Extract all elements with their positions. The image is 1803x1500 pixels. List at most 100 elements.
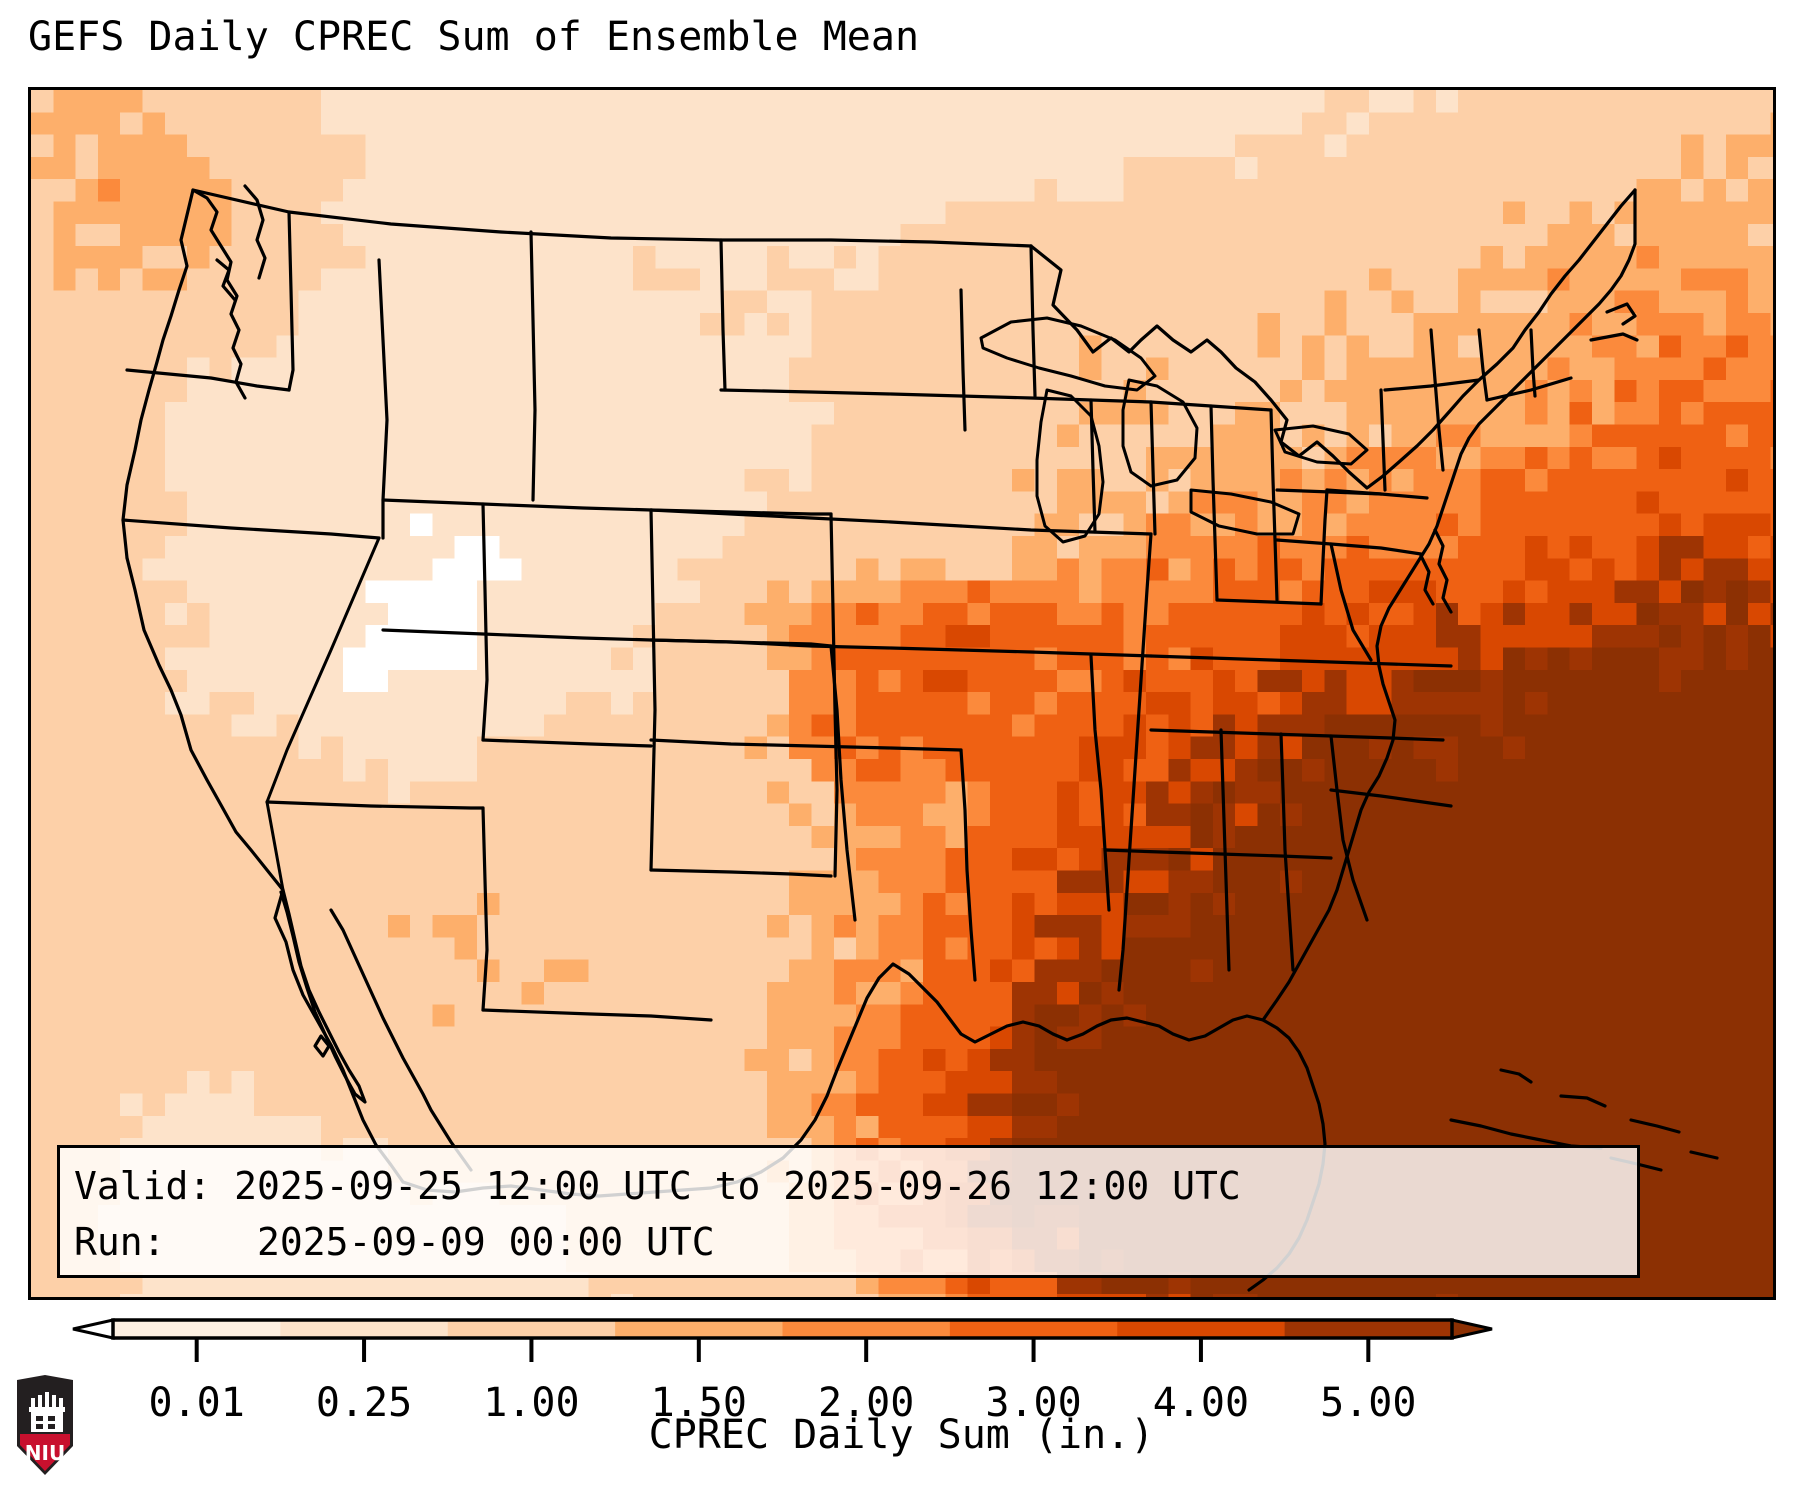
precipitation-heatmap <box>31 90 1773 1297</box>
geo-boundary <box>1429 328 1445 472</box>
geo-boundary <box>1279 732 1295 972</box>
geo-boundary <box>1319 488 1329 606</box>
geo-boundary <box>1269 408 1279 602</box>
colorbar-svg: 0.01 0.25 1.00 1.50 2.00 3.00 4.00 5.00 <box>72 1318 1493 1426</box>
geo-boundary <box>1149 728 1445 742</box>
colorbar-band <box>1284 1320 1453 1338</box>
geo-boundary <box>1117 532 1153 992</box>
geo-boundary <box>377 258 389 540</box>
geo-boundary <box>121 518 381 540</box>
geo-boundary <box>381 498 653 512</box>
colorbar-tick-label: 1.50 <box>651 1380 747 1426</box>
geo-boundary <box>829 512 839 878</box>
geo-boundary <box>1029 188 1637 490</box>
geo-boundary <box>329 908 473 1172</box>
colorbar-tick-label: 2.00 <box>818 1380 914 1426</box>
colorbar-tick-label: 1.00 <box>483 1380 579 1426</box>
geo-boundary <box>191 188 1033 248</box>
colorbar-tick-label: 0.01 <box>149 1380 245 1426</box>
geo-boundary <box>829 644 857 922</box>
geo-boundary <box>1629 1118 1681 1134</box>
geo-boundary <box>1559 1094 1607 1108</box>
geo-boundary <box>313 1034 331 1058</box>
geo-boundary <box>191 188 247 400</box>
colorbar-axis-label: CPREC Daily Sum (in.) <box>648 1412 1155 1458</box>
geo-boundary <box>215 258 237 302</box>
geo-boundary <box>719 238 727 392</box>
geo-boundary <box>959 394 1153 404</box>
geo-boundary <box>1605 302 1637 326</box>
geo-boundary <box>1275 538 1423 556</box>
geo-boundary <box>649 508 657 872</box>
geo-boundary <box>481 1008 713 1022</box>
geo-boundary <box>1209 404 1219 602</box>
geo-boundary <box>1103 848 1333 860</box>
geo-boundary <box>265 536 381 892</box>
colorbar-band <box>949 1320 1118 1338</box>
geo-boundary <box>649 738 963 752</box>
colorbar-band <box>1117 1320 1286 1338</box>
geo-boundary <box>1589 332 1639 342</box>
geo-boundary <box>125 368 291 392</box>
colorbar-tick-label: 5.00 <box>1320 1380 1416 1426</box>
geo-boundary <box>959 648 1153 658</box>
geo-boundary <box>243 184 267 280</box>
geo-boundary <box>265 800 485 810</box>
geo-boundary <box>649 868 833 878</box>
colorbar-band <box>782 1320 951 1338</box>
geo-boundary <box>481 806 489 1012</box>
map-frame <box>28 87 1776 1300</box>
geo-boundary <box>1329 542 1373 662</box>
geo-boundary <box>959 748 977 982</box>
geo-boundary <box>1529 328 1537 398</box>
geo-boundary <box>287 210 295 392</box>
geo-boundary <box>719 388 963 398</box>
geo-boundary <box>959 288 967 432</box>
geo-boundary <box>1485 376 1573 402</box>
geo-boundary <box>1035 388 1105 544</box>
colorbar-tick-label: 4.00 <box>1153 1380 1249 1426</box>
geo-boundary <box>1219 728 1231 972</box>
geo-boundary <box>1383 378 1481 392</box>
geo-boundary <box>481 502 489 742</box>
geo-boundary <box>1215 598 1323 606</box>
geo-boundary <box>1329 734 1369 922</box>
geo-boundary <box>1329 788 1453 808</box>
geo-boundary <box>1433 528 1453 614</box>
colorbar-band <box>447 1320 616 1338</box>
colorbar: 0.01 0.25 1.00 1.50 2.00 3.00 4.00 5.00 <box>0 1300 1803 1500</box>
geo-boundary <box>1261 188 1637 1022</box>
geo-boundary <box>959 524 1153 536</box>
niu-logo-text: NIU <box>25 1441 65 1465</box>
geo-boundary <box>1121 378 1199 488</box>
geo-boundary <box>1189 488 1301 536</box>
niu-logo: NIU <box>17 1375 73 1475</box>
geo-boundary <box>1499 1068 1533 1084</box>
info-box: Valid: 2025-09-25 12:00 UTC to 2025-09-2… <box>57 1145 1640 1278</box>
geo-boundary <box>1419 554 1435 606</box>
geo-boundary <box>1689 1150 1719 1160</box>
run-time-line: Run: 2025-09-09 00:00 UTC <box>74 1220 715 1264</box>
colorbar-band <box>113 1320 281 1338</box>
geo-boundary <box>481 738 653 748</box>
colorbar-band <box>615 1320 784 1338</box>
geo-boundary <box>1149 400 1157 536</box>
geo-boundary <box>1089 654 1111 912</box>
geo-boundary <box>381 628 653 642</box>
geo-boundary <box>121 188 195 560</box>
page-title: GEFS Daily CPREC Sum of Ensemble Mean <box>28 14 920 60</box>
geo-boundary <box>649 638 963 652</box>
geo-boundary <box>1149 654 1453 668</box>
colorbar-tick-label: 0.25 <box>316 1380 412 1426</box>
geo-boundary <box>279 888 367 1104</box>
geo-boundary <box>529 230 537 502</box>
geo-boundary <box>1029 244 1037 398</box>
colorbar-band <box>280 1320 449 1338</box>
geo-boundary <box>1275 488 1383 496</box>
geo-boundary <box>1477 328 1489 402</box>
geo-boundary <box>1379 388 1387 492</box>
geo-boundary <box>1273 424 1369 466</box>
colorbar-tick-label: 3.00 <box>985 1380 1081 1426</box>
valid-time-line: Valid: 2025-09-25 12:00 UTC to 2025-09-2… <box>74 1164 1241 1208</box>
geo-boundary <box>649 508 963 528</box>
